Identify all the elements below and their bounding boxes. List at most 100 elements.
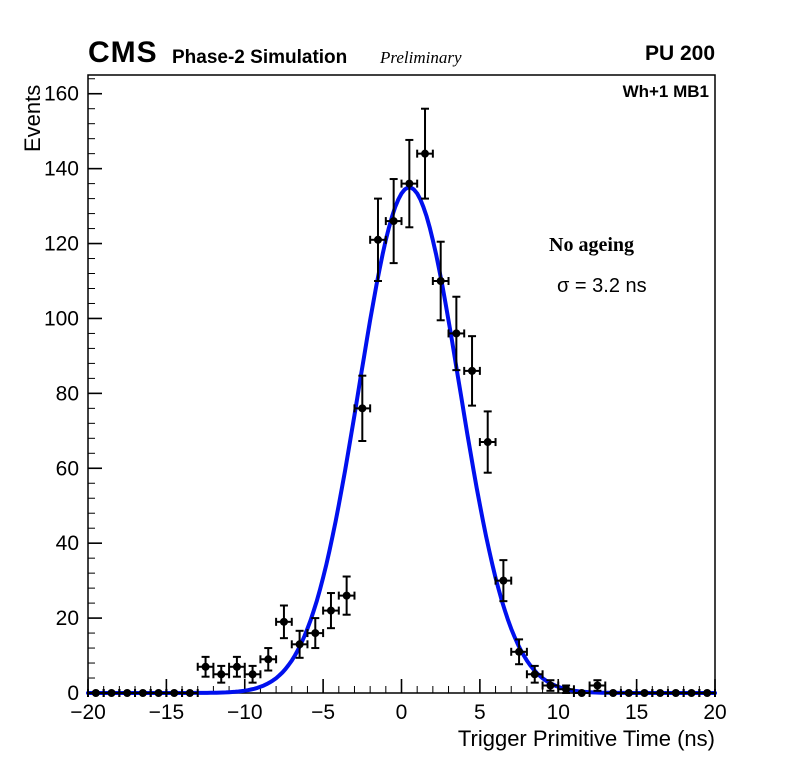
fit-curve	[86, 185, 717, 695]
data-point	[212, 664, 231, 684]
y-tick-label: 0	[67, 682, 79, 705]
data-point	[510, 638, 528, 666]
data-point	[369, 197, 387, 282]
data-point	[494, 559, 513, 603]
y-tick-label: 100	[44, 307, 79, 330]
data-point	[275, 604, 293, 640]
data-point	[682, 689, 701, 697]
y-axis-title: Events	[20, 84, 45, 152]
data-point	[165, 689, 184, 697]
data-point	[588, 679, 607, 692]
data-point	[572, 689, 591, 697]
data-marker	[577, 689, 586, 697]
data-point	[431, 240, 450, 322]
data-point	[604, 689, 622, 697]
data-marker	[342, 591, 351, 600]
y-tick-label: 160	[44, 83, 79, 106]
data-point	[196, 655, 215, 678]
x-tick-label: 5	[474, 701, 486, 724]
cms-logo-label: CMS	[88, 36, 158, 69]
data-point	[243, 664, 262, 684]
data-point	[259, 647, 278, 672]
data-marker	[107, 689, 116, 697]
data-point	[353, 374, 372, 442]
data-marker	[154, 689, 163, 697]
data-marker	[452, 329, 461, 338]
data-point	[149, 689, 168, 697]
y-tick-label: 20	[56, 607, 79, 630]
data-marker	[201, 662, 210, 671]
y-tick-label: 40	[56, 532, 79, 555]
data-marker	[499, 576, 508, 585]
data-marker	[232, 662, 241, 671]
data-marker	[515, 647, 524, 656]
data-point	[290, 629, 309, 659]
pileup-label: PU 200	[644, 42, 715, 65]
ageing-label: No ageing	[549, 234, 634, 256]
x-tick-label: 15	[625, 701, 648, 724]
data-marker	[123, 689, 132, 697]
data-point	[463, 335, 481, 407]
data-marker	[436, 277, 445, 285]
data-point	[322, 592, 340, 630]
y-tick-label: 120	[44, 233, 79, 256]
data-point	[118, 689, 137, 697]
data-point	[384, 178, 403, 265]
x-axis-ticks: −20 −15 −10 −5 0 5 10 15 20	[70, 679, 727, 724]
data-marker	[640, 689, 649, 697]
data-marker	[624, 689, 633, 697]
data-marker	[562, 685, 571, 694]
chamber-label: Wh+1 MB1	[622, 82, 709, 101]
data-marker	[295, 640, 304, 649]
data-point	[635, 689, 654, 697]
data-point	[228, 655, 246, 678]
data-marker	[248, 670, 257, 679]
preliminary-label: Preliminary	[380, 48, 462, 67]
data-point	[416, 107, 434, 200]
data-marker	[326, 606, 335, 615]
x-tick-label: 0	[396, 701, 408, 724]
data-point	[181, 689, 199, 697]
x-tick-label: 20	[703, 701, 726, 724]
data-marker	[671, 689, 680, 697]
x-tick-label: −20	[70, 701, 106, 724]
data-marker	[91, 689, 100, 697]
y-tick-label: 60	[56, 457, 79, 480]
data-point	[134, 689, 152, 697]
y-tick-label: 140	[44, 158, 79, 181]
data-point	[698, 689, 716, 697]
data-marker	[264, 655, 273, 664]
data-point	[651, 689, 669, 697]
x-tick-label: −15	[149, 701, 185, 724]
data-point	[666, 689, 685, 697]
data-point	[478, 410, 497, 474]
data-marker	[279, 617, 288, 626]
data-marker	[217, 670, 226, 679]
data-marker	[138, 689, 147, 697]
data-marker	[405, 179, 414, 188]
data-marker	[703, 689, 712, 697]
data-marker	[483, 438, 492, 447]
data-point	[87, 689, 105, 697]
plot-frame	[87, 74, 716, 694]
data-marker	[421, 149, 430, 158]
data-point	[102, 689, 121, 697]
y-axis-ticks: 0 20 40 60 80 100 120 140 160	[44, 78, 102, 705]
x-tick-label: −5	[311, 701, 335, 724]
simulation-label: Phase-2 Simulation	[172, 47, 348, 68]
data-marker	[170, 689, 179, 697]
x-axis-title: Trigger Primitive Time (ns)	[457, 726, 715, 751]
data-marker	[185, 689, 194, 697]
data-point	[525, 664, 544, 684]
data-point	[619, 689, 638, 697]
data-marker	[609, 689, 618, 697]
data-marker	[468, 366, 477, 375]
x-tick-label: 10	[547, 701, 570, 724]
data-marker	[358, 404, 367, 413]
y-tick-label: 80	[56, 382, 79, 405]
data-point	[306, 617, 325, 650]
data-marker	[593, 681, 602, 690]
x-tick-label: −10	[227, 701, 263, 724]
